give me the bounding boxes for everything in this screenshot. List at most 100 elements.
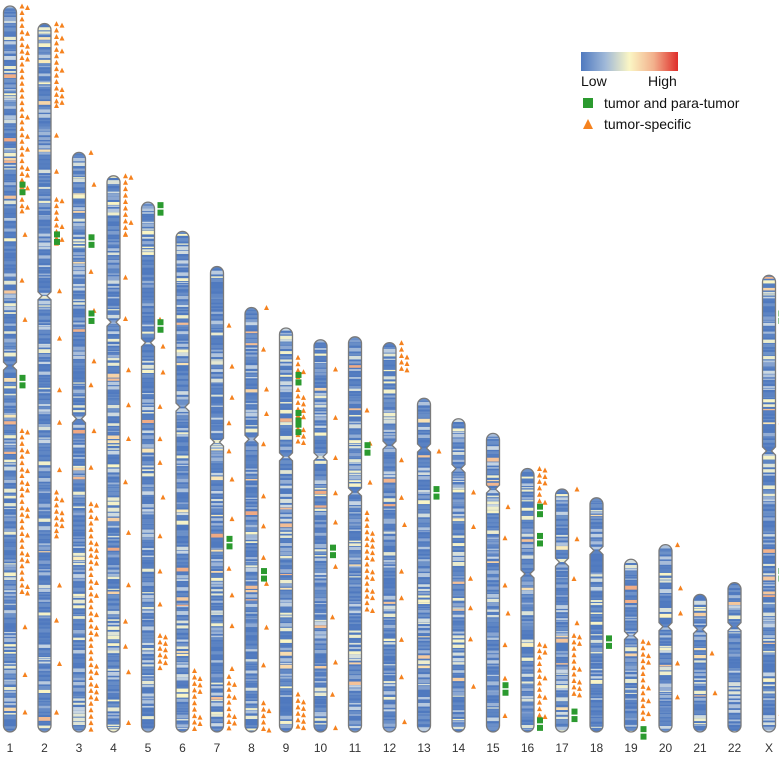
heat-band bbox=[3, 430, 17, 433]
heat-band bbox=[38, 426, 51, 431]
tumor-specific-marker bbox=[542, 649, 548, 655]
tumor-specific-marker bbox=[54, 72, 59, 78]
heat-band bbox=[3, 623, 17, 627]
heat-band bbox=[3, 366, 17, 370]
heat-band bbox=[210, 682, 224, 685]
heat-band bbox=[210, 382, 224, 385]
heat-band bbox=[38, 569, 51, 571]
heat-band bbox=[245, 389, 258, 393]
heat-band bbox=[624, 708, 638, 711]
heat-band bbox=[176, 582, 189, 586]
tumor-specific-marker bbox=[19, 16, 25, 22]
heat-band bbox=[72, 340, 86, 345]
heat-band bbox=[72, 239, 86, 242]
tumor-specific-marker bbox=[646, 711, 651, 717]
heat-band bbox=[590, 728, 603, 731]
heat-band bbox=[210, 490, 224, 494]
heat-band bbox=[417, 476, 431, 480]
heat-band bbox=[141, 664, 155, 667]
heat-band bbox=[417, 669, 431, 673]
heat-band bbox=[38, 478, 51, 482]
heat-band bbox=[176, 478, 189, 483]
tumor-specific-marker bbox=[571, 677, 577, 683]
tumor-specific-marker bbox=[640, 651, 646, 657]
heat-band bbox=[3, 160, 17, 163]
heat-band bbox=[762, 630, 776, 635]
heat-band bbox=[314, 700, 327, 702]
heat-band bbox=[3, 258, 17, 261]
chromosome-bands bbox=[245, 307, 258, 732]
tumor-specific-marker bbox=[54, 521, 59, 527]
chromosome-outline bbox=[140, 201, 156, 733]
heat-band bbox=[486, 542, 500, 545]
heat-band bbox=[141, 564, 155, 569]
heat-band bbox=[417, 591, 431, 595]
chromosome-label-19: 19 bbox=[624, 741, 638, 755]
heat-band bbox=[141, 651, 155, 654]
heat-band bbox=[38, 456, 51, 460]
tumor-specific-marker bbox=[19, 93, 25, 99]
chromosome-label-8: 8 bbox=[248, 741, 255, 755]
tumor-specific-marker bbox=[88, 501, 94, 507]
heat-band bbox=[176, 488, 189, 493]
tumor-specific-marker bbox=[19, 35, 25, 41]
heat-band bbox=[590, 726, 603, 728]
heat-band bbox=[3, 109, 17, 113]
heat-band bbox=[762, 312, 776, 316]
tumor-specific-marker bbox=[91, 358, 97, 364]
chromosome-label-12: 12 bbox=[383, 741, 397, 755]
heat-band bbox=[348, 647, 362, 650]
heat-band bbox=[3, 604, 17, 608]
tumor-specific-marker bbox=[468, 605, 473, 611]
heat-band bbox=[279, 698, 293, 703]
heat-band bbox=[452, 503, 465, 507]
heat-band bbox=[176, 375, 189, 379]
tumor-specific-marker bbox=[537, 693, 542, 699]
heat-band bbox=[176, 336, 189, 339]
heat-band bbox=[210, 288, 224, 292]
heat-band bbox=[3, 693, 17, 697]
heat-band bbox=[555, 530, 569, 533]
heat-band bbox=[314, 470, 327, 475]
tumor-specific-marker bbox=[54, 528, 59, 534]
heat-band bbox=[452, 585, 465, 589]
heat-band bbox=[107, 352, 120, 355]
heat-band bbox=[245, 621, 258, 624]
tumor-specific-marker bbox=[88, 720, 94, 726]
heat-band bbox=[107, 175, 120, 178]
heat-band bbox=[279, 465, 293, 469]
heat-band bbox=[176, 646, 189, 649]
heat-band bbox=[728, 595, 741, 599]
heat-band bbox=[141, 512, 155, 515]
heat-band bbox=[210, 539, 224, 542]
tumor-specific-marker bbox=[157, 645, 163, 651]
heat-band bbox=[383, 358, 396, 361]
heat-band bbox=[417, 418, 431, 423]
tumor-and-para-tumor-marker bbox=[295, 371, 302, 378]
tumor-specific-marker bbox=[57, 387, 62, 393]
heat-band bbox=[624, 597, 638, 600]
heat-band bbox=[762, 439, 776, 443]
heat-band bbox=[107, 512, 120, 517]
heat-band bbox=[141, 342, 155, 345]
heat-band bbox=[521, 553, 534, 556]
heat-band bbox=[141, 626, 155, 631]
tumor-specific-marker bbox=[537, 648, 542, 654]
tumor-specific-marker bbox=[537, 641, 542, 647]
heat-band bbox=[38, 722, 51, 724]
chromosome-bands bbox=[590, 497, 603, 731]
heat-band bbox=[314, 635, 327, 639]
heat-band bbox=[279, 370, 293, 373]
heat-band bbox=[141, 338, 155, 341]
heat-band bbox=[693, 594, 707, 599]
heat-band bbox=[245, 413, 258, 417]
heat-band bbox=[624, 688, 638, 690]
heat-band bbox=[486, 681, 500, 686]
heat-band bbox=[72, 329, 86, 332]
heat-band bbox=[279, 339, 293, 342]
heat-band bbox=[210, 574, 224, 578]
heat-band bbox=[72, 174, 86, 177]
heat-band bbox=[72, 614, 86, 616]
heat-band bbox=[762, 598, 776, 601]
heat-band bbox=[141, 503, 155, 508]
